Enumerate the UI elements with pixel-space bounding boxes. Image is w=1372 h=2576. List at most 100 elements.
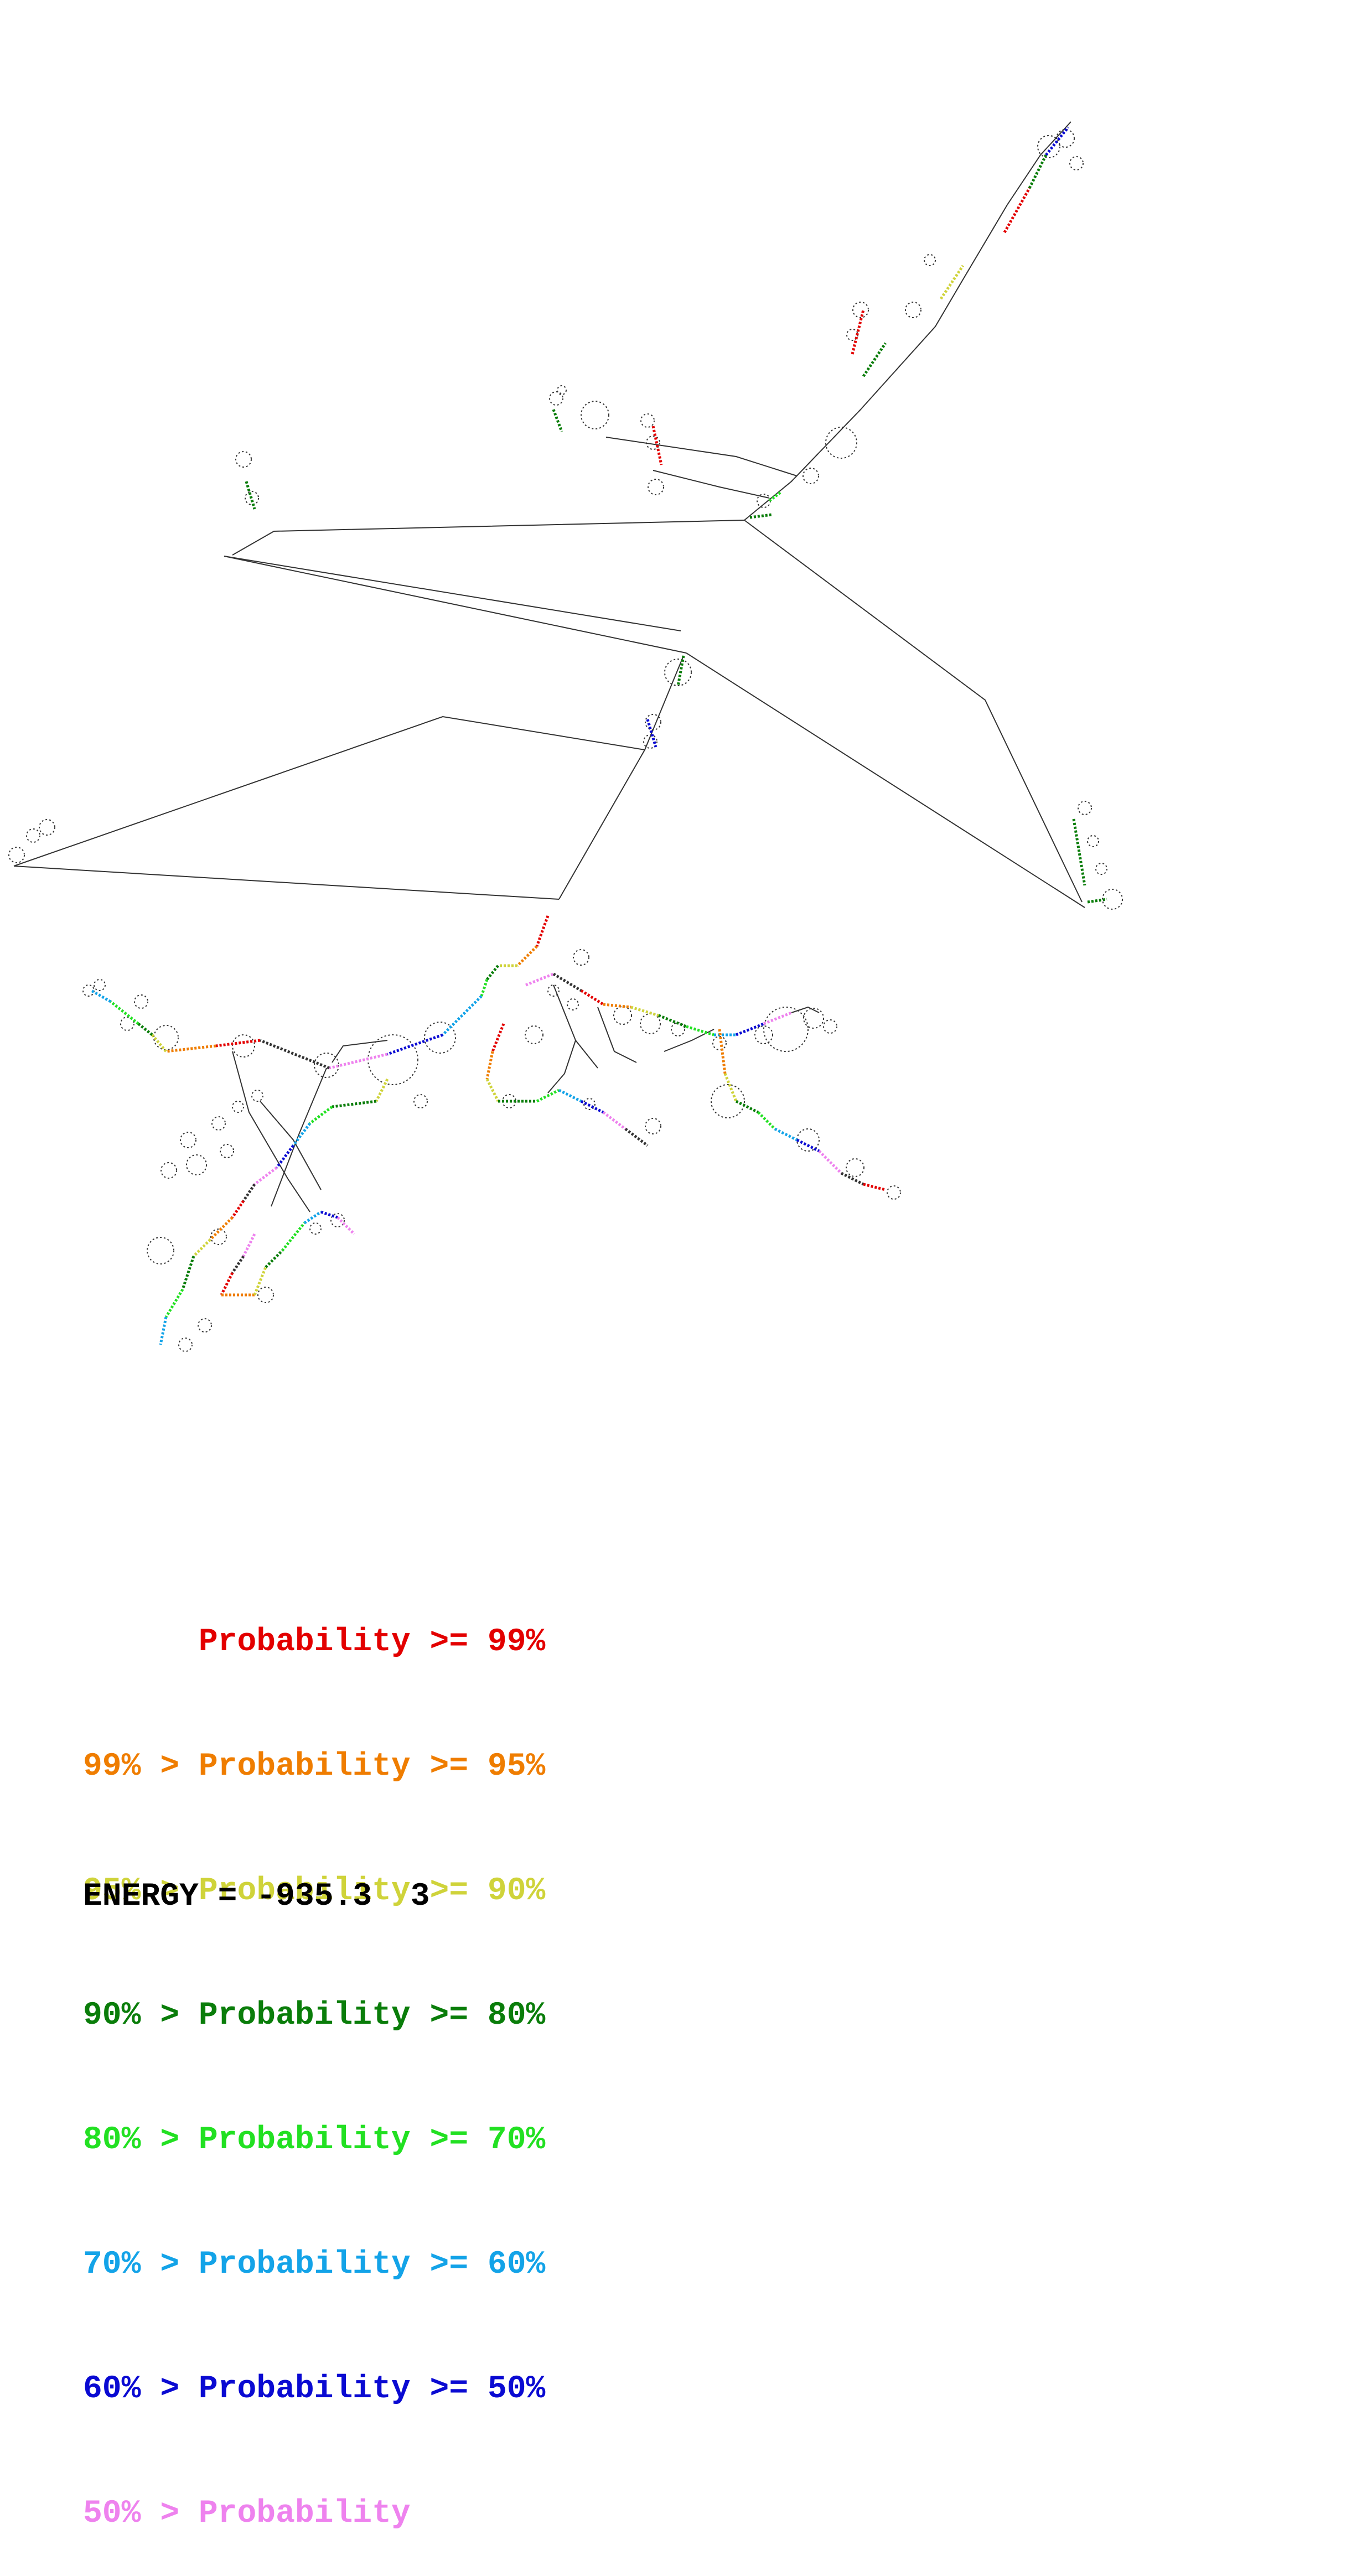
helix-stem — [818, 1150, 842, 1174]
helix-stem — [580, 1100, 604, 1114]
helix-stem — [137, 1023, 153, 1036]
backbone-path — [547, 1040, 576, 1093]
backbone-path — [597, 1007, 637, 1063]
legend-prefix: 99% > — [83, 1749, 199, 1785]
helix-stem — [303, 1210, 322, 1225]
hairpin-loop — [1037, 135, 1060, 158]
helix-stem — [242, 1233, 256, 1257]
legend-label: Probability >= 95% — [198, 1749, 546, 1785]
helix-stem — [1003, 187, 1031, 234]
backbone-path — [224, 556, 681, 631]
energy-label: ENERGY = -935.3 3 — [83, 1879, 430, 1915]
helix-stem — [215, 1039, 261, 1048]
backbone-path — [686, 652, 1085, 908]
backbone-path — [791, 1006, 820, 1013]
hairpin-loop — [803, 468, 819, 484]
helix-stem — [735, 1100, 759, 1114]
hairpin-loop — [232, 1101, 244, 1113]
helix-stem — [939, 265, 965, 300]
backbone-path — [271, 1067, 327, 1207]
hairpin-loop — [1095, 863, 1107, 875]
helix-stem — [165, 1044, 216, 1053]
helix-stem — [840, 1172, 864, 1186]
hairpin-loop — [754, 1025, 773, 1044]
hairpin-loop — [852, 302, 869, 318]
hairpin-loop — [153, 1025, 179, 1050]
legend-label: Probability — [198, 2496, 411, 2532]
helix-stem — [181, 1256, 195, 1290]
helix-stem — [862, 342, 887, 377]
helix-stem — [536, 1089, 560, 1103]
helix-stem — [491, 1023, 505, 1052]
backbone-path — [224, 556, 687, 654]
hairpin-loop — [147, 1237, 174, 1264]
helix-stem — [110, 1001, 139, 1025]
helix-stem — [253, 1267, 267, 1295]
helix-stem — [1087, 898, 1107, 904]
helix-stem — [375, 1078, 389, 1102]
hairpin-loop — [367, 1034, 418, 1085]
hairpin-loop — [567, 998, 579, 1010]
helix-stem — [485, 1078, 500, 1102]
hairpin-loop — [640, 413, 655, 428]
backbone-path — [653, 470, 770, 499]
hairpin-loop — [251, 1090, 263, 1102]
helix-stem — [1045, 126, 1069, 156]
helix-stem — [646, 719, 657, 748]
hairpin-loop — [573, 949, 589, 966]
helix-stem — [151, 1034, 167, 1053]
hairpin-loop — [8, 847, 25, 863]
rna-structure-diagram — [8, 121, 1123, 1352]
helix-stem — [164, 1288, 184, 1318]
hairpin-loop — [211, 1116, 226, 1131]
hairpin-loop — [94, 979, 106, 991]
helix-stem — [624, 1128, 649, 1147]
hairpin-loop — [924, 254, 936, 266]
legend-row: 50% > Probability — [83, 2493, 545, 2534]
helix-stem — [480, 979, 489, 997]
helix-stem — [658, 1014, 687, 1028]
hairpin-loop — [664, 659, 692, 686]
hairpin-loop — [549, 391, 563, 406]
backbone-path — [232, 1051, 310, 1212]
helix-stem — [276, 1144, 294, 1169]
hairpin-loop — [613, 1006, 632, 1025]
hairpin-loop — [583, 1098, 596, 1110]
hairpin-loop — [39, 819, 55, 836]
helix-stem — [516, 945, 538, 967]
backbone-path — [860, 121, 1071, 410]
hairpin-loop — [525, 1025, 543, 1044]
helix-stem — [736, 1022, 764, 1036]
backbone-path — [13, 655, 684, 867]
helix-stem — [749, 513, 773, 519]
hairpin-loop — [1056, 129, 1075, 148]
hairpin-loop — [120, 1017, 134, 1031]
probability-legend: Probability >= 99% 99% > Probability >= … — [83, 1538, 545, 2576]
helix-stem — [442, 995, 483, 1036]
legend-row: 70% > Probability >= 60% — [83, 2244, 545, 2285]
hairpin-loop — [712, 1036, 727, 1050]
helix-stem — [1072, 818, 1086, 886]
helix-stem — [193, 1238, 211, 1257]
hairpin-loop — [235, 451, 252, 468]
legend-label: Probability >= 70% — [198, 2122, 546, 2158]
legend-row: 80% > Probability >= 70% — [83, 2119, 545, 2161]
hairpin-loop — [1069, 156, 1084, 170]
helix-stem — [231, 1255, 245, 1274]
hairpin-loop — [330, 1213, 345, 1227]
hairpin-loop — [796, 1128, 820, 1152]
backbone-path — [558, 749, 645, 900]
hairpin-loop — [257, 1287, 274, 1303]
helix-stem — [603, 1003, 631, 1009]
hairpin-loop — [220, 1144, 234, 1158]
hairpin-loop — [905, 302, 921, 318]
hairpin-loop — [26, 828, 40, 843]
helix-stem — [558, 1089, 582, 1103]
hairpin-loop — [645, 714, 661, 730]
hairpin-loop — [640, 1013, 661, 1034]
hairpin-loop — [646, 436, 660, 450]
helix-stem — [552, 972, 582, 992]
hairpin-loop — [1078, 801, 1092, 815]
hairpin-loop — [803, 1008, 824, 1029]
legend-prefix: 80% > — [83, 2122, 199, 2158]
